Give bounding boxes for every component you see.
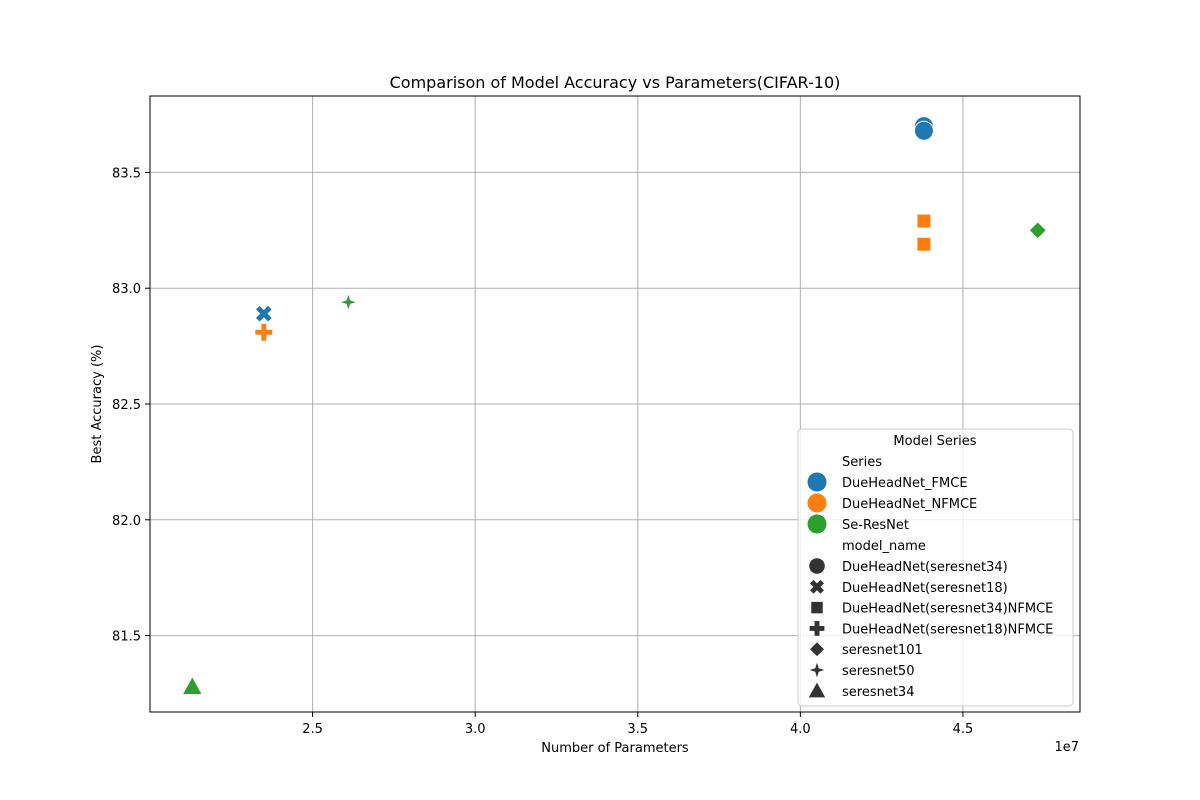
data-point-diamond [1028,221,1047,240]
legend-model-marker [811,601,823,614]
legend-model-label: DueHeadNet(seresnet34) [842,560,1008,575]
x-tick-label: 4.0 [790,722,811,737]
data-point-square [916,236,932,252]
legend-title: Model Series [893,434,976,449]
data-point-x [254,304,274,323]
legend-model-marker [810,642,824,657]
data-point-square [916,213,932,229]
legend-style-title: model_name [842,539,926,554]
legend-model-marker [810,579,824,594]
legend-model-label: DueHeadNet(seresnet34)NFMCE [842,602,1053,617]
data-point-triangle [181,675,204,696]
legend-model-label: DueHeadNet(seresnet18) [842,581,1008,596]
legend-series-label: DueHeadNet_FMCE [842,476,968,491]
legend: Model Series Series DueHeadNet_FMCE DueHe… [797,428,1074,707]
y-tick-label: 83.5 [112,166,141,181]
chart-title: Comparison of Model Accuracy vs Paramete… [390,73,841,92]
data-point-circle [913,120,934,141]
legend-model-marker [809,558,825,574]
x-tick-label: 3.5 [627,722,648,737]
legend-series-label: Se-ResNet [842,518,909,533]
legend-model-marker [809,662,825,678]
x-axis-offset-label: 1e7 [1054,740,1079,755]
data-point-plus [254,322,274,342]
y-tick-label: 82.0 [112,514,141,529]
legend-model-label: seresnet101 [842,643,923,658]
x-tick-label: 3.0 [465,722,486,737]
legend-model-label: DueHeadNet(seresnet18)NFMCE [842,622,1053,637]
x-tick-label: 4.5 [953,722,974,737]
legend-series-marker [807,514,827,534]
legend-model-label: seresnet50 [842,664,914,679]
legend-box [797,428,1074,707]
legend-model-label: seresnet34 [842,685,914,700]
legend-model-marker [808,682,826,698]
legend-hue-title: Series [842,455,882,470]
legend-series-marker [807,493,827,513]
y-tick-label: 82.5 [112,398,141,413]
legend-model-marker [809,621,825,636]
y-tick-label: 83.0 [112,282,141,297]
legend-series-marker [807,472,827,492]
x-axis-label: Number of Parameters [541,741,689,756]
data-points [181,116,1047,696]
y-tick-label: 81.5 [112,630,141,645]
y-axis-label: Best Accuracy (%) [90,345,105,464]
legend-series-label: DueHeadNet_NFMCE [842,497,977,512]
data-point-star [337,291,360,313]
x-tick-label: 2.5 [302,722,323,737]
axis-ticks: 2.5 3.0 3.5 4.0 4.5 81.5 82.0 82.5 83.0 83.5 [112,166,973,737]
